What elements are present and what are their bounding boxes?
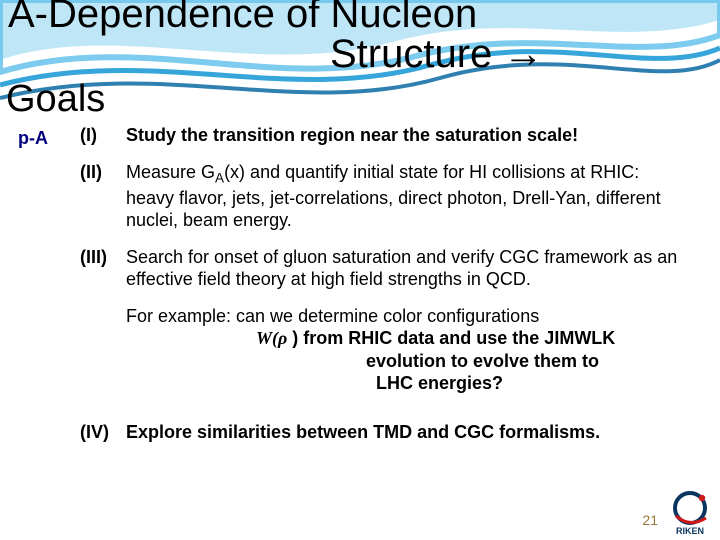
page-number: 21 xyxy=(642,512,658,528)
riken-logo: RIKEN xyxy=(664,488,716,536)
slide-title-line2: Structure → xyxy=(330,32,543,77)
pa-label: p-A xyxy=(18,128,48,149)
goal2-subscript: A xyxy=(215,170,224,185)
goal-num-4: (IV) xyxy=(80,421,126,443)
example-line3: evolution to evolve them to xyxy=(126,350,690,373)
goal-text-3: Search for onset of gluon saturation and… xyxy=(126,246,690,291)
example-w-open: W( xyxy=(256,328,278,348)
goal-num-3: (III) xyxy=(80,246,126,268)
goal2-prefix: Measure G xyxy=(126,162,215,182)
goal-text-1: Study the transition region near the sat… xyxy=(126,124,578,147)
goal-num-1: (I) xyxy=(80,124,126,146)
example-line1: For example: can we determine color conf… xyxy=(126,305,690,328)
slide-title-line2-text: Structure xyxy=(330,32,492,76)
example-l2-post: ) from RHIC data and use the JIMWLK xyxy=(287,328,615,348)
goal-row-4: (IV) Explore similarities between TMD an… xyxy=(80,421,690,444)
goal-num-2: (II) xyxy=(80,161,126,183)
logo-text: RIKEN xyxy=(676,526,704,536)
goal-row-3: (III) Search for onset of gluon saturati… xyxy=(80,246,690,291)
example-line4: LHC energies? xyxy=(126,372,690,395)
example-rho: ρ xyxy=(278,328,287,348)
goals-list: (I) Study the transition region near the… xyxy=(80,124,690,457)
goal-row-1: (I) Study the transition region near the… xyxy=(80,124,690,147)
goal-text-4: Explore similarities between TMD and CGC… xyxy=(126,421,600,444)
logo-dot-icon xyxy=(699,495,705,501)
goals-heading: Goals xyxy=(6,78,105,121)
goal-row-2: (II) Measure GA(x) and quantify initial … xyxy=(80,161,690,232)
example-line2: W(ρ ) from RHIC data and use the JIMWLK xyxy=(126,327,690,350)
goal-text-2: Measure GA(x) and quantify initial state… xyxy=(126,161,690,232)
example-block: For example: can we determine color conf… xyxy=(126,305,690,395)
arrow-icon: → xyxy=(503,32,543,76)
